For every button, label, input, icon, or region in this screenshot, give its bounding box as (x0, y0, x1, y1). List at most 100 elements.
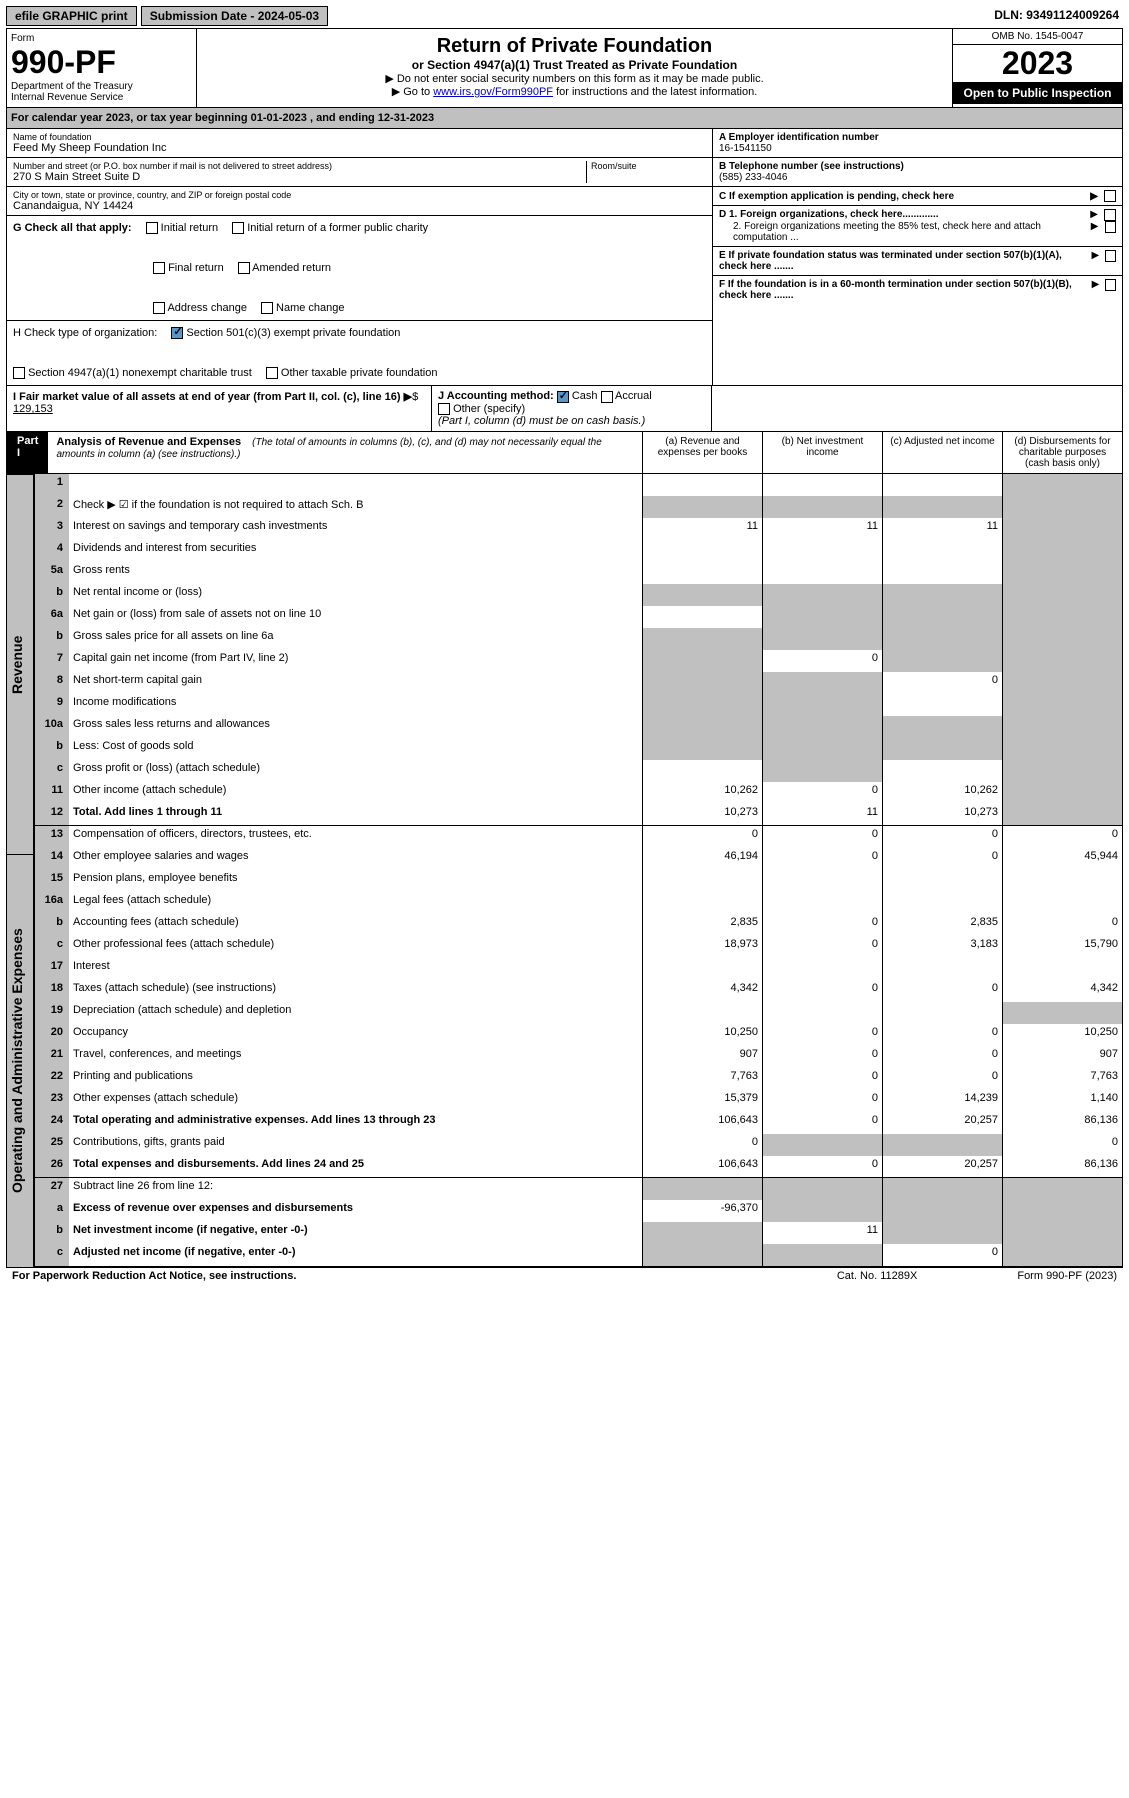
arrow-icon: ▶ (404, 391, 412, 403)
table-row: bNet investment income (if negative, ent… (34, 1222, 1122, 1244)
part1-header-row: Part I Analysis of Revenue and Expenses … (6, 432, 1123, 474)
col-a-header: (a) Revenue and expenses per books (642, 432, 762, 473)
g-address-check[interactable] (153, 302, 165, 314)
table-row: 21Travel, conferences, and meetings90700… (34, 1046, 1122, 1068)
row-num: b (35, 1222, 69, 1244)
g-amended: Amended return (252, 262, 331, 274)
data-cell (882, 694, 1002, 716)
f-check[interactable] (1105, 279, 1116, 291)
row-desc: Net short-term capital gain (69, 672, 642, 694)
j-accrual-check[interactable] (601, 391, 613, 403)
data-cell (642, 870, 762, 892)
data-cell (882, 716, 1002, 738)
efile-btn[interactable]: efile GRAPHIC print (6, 6, 137, 26)
d2-check[interactable] (1105, 221, 1117, 233)
row-num: 4 (35, 540, 69, 562)
data-cell (642, 1244, 762, 1266)
table-row: 22Printing and publications7,763007,763 (34, 1068, 1122, 1090)
g-amended-check[interactable] (238, 262, 250, 274)
table-row: 10aGross sales less returns and allowanc… (34, 716, 1122, 738)
data-cell (882, 584, 1002, 606)
data-cell (882, 760, 1002, 782)
h-opt1: Section 501(c)(3) exempt private foundat… (186, 327, 400, 339)
table-row: 12Total. Add lines 1 through 1110,273111… (34, 804, 1122, 826)
form-link[interactable]: www.irs.gov/Form990PF (433, 86, 553, 98)
data-cell: 0 (882, 1046, 1002, 1068)
data-cell: 0 (762, 1112, 882, 1134)
data-cell: 2,835 (882, 914, 1002, 936)
data-cell (1002, 958, 1122, 980)
data-cell: 0 (882, 848, 1002, 870)
data-cell: 0 (642, 826, 762, 848)
row-num: b (35, 584, 69, 606)
submission-btn[interactable]: Submission Date - 2024-05-03 (141, 6, 328, 26)
row-num: 26 (35, 1156, 69, 1177)
data-cell: 0 (762, 1156, 882, 1177)
d1-check[interactable] (1104, 209, 1116, 221)
table-row: 19Depreciation (attach schedule) and dep… (34, 1002, 1122, 1024)
j-other-check[interactable] (438, 403, 450, 415)
row-desc: Total operating and administrative expen… (69, 1112, 642, 1134)
d1-label: D 1. Foreign organizations, check here..… (719, 209, 939, 221)
data-cell: 10,262 (642, 782, 762, 804)
j-cash-check[interactable] (557, 391, 569, 403)
h-other-check[interactable] (266, 367, 278, 379)
data-cell (882, 1134, 1002, 1156)
d2-label: 2. Foreign organizations meeting the 85%… (733, 221, 1091, 243)
instr2: ▶ Go to www.irs.gov/Form990PF for instru… (203, 85, 946, 98)
e-check[interactable] (1105, 250, 1116, 262)
g-initial-former: Initial return of a former public charit… (247, 222, 428, 234)
data-cell (762, 738, 882, 760)
data-cell (882, 738, 1002, 760)
row-num: 21 (35, 1046, 69, 1068)
room-label: Room/suite (591, 161, 706, 171)
omb: OMB No. 1545-0047 (953, 29, 1122, 45)
h-501c3-check[interactable] (171, 327, 183, 339)
data-cell (762, 628, 882, 650)
calendar-year-row: For calendar year 2023, or tax year begi… (6, 108, 1123, 129)
g-section: G Check all that apply: Initial return I… (7, 216, 712, 321)
data-cell (762, 1134, 882, 1156)
data-cell: 106,643 (642, 1156, 762, 1177)
data-cell (642, 1002, 762, 1024)
data-cell (1002, 870, 1122, 892)
data-cell (642, 738, 762, 760)
data-cell: 4,342 (642, 980, 762, 1002)
g-label: G Check all that apply: (13, 222, 132, 234)
form-header: Form 990-PF Department of the Treasury I… (6, 28, 1123, 108)
data-cell (762, 892, 882, 914)
g-final-check[interactable] (153, 262, 165, 274)
c-check[interactable] (1104, 190, 1116, 202)
data-cell (1002, 584, 1122, 606)
data-cell (882, 540, 1002, 562)
data-cell (1002, 892, 1122, 914)
row-desc: Total expenses and disbursements. Add li… (69, 1156, 642, 1177)
form-title: Return of Private Foundation (203, 35, 946, 58)
row-num: 6a (35, 606, 69, 628)
h-section: H Check type of organization: Section 50… (7, 321, 712, 385)
data-cell (642, 760, 762, 782)
table-row: 20Occupancy10,2500010,250 (34, 1024, 1122, 1046)
data-cell (1002, 1244, 1122, 1266)
row-num: b (35, 914, 69, 936)
g-initial-check[interactable] (146, 222, 158, 234)
data-cell (1002, 1200, 1122, 1222)
arrow-icon: ▶ (1090, 209, 1098, 221)
arrow-icon: ▶ (1091, 221, 1099, 243)
h-opt2: Section 4947(a)(1) nonexempt charitable … (28, 367, 252, 379)
h-4947-check[interactable] (13, 367, 25, 379)
g-initial-former-check[interactable] (232, 222, 244, 234)
table-row: 24Total operating and administrative exp… (34, 1112, 1122, 1134)
data-cell: -96,370 (642, 1200, 762, 1222)
table-row: 18Taxes (attach schedule) (see instructi… (34, 980, 1122, 1002)
data-cell: 15,379 (642, 1090, 762, 1112)
data-cell (1002, 606, 1122, 628)
top-bar: efile GRAPHIC print Submission Date - 20… (6, 6, 1123, 26)
g-name-check[interactable] (261, 302, 273, 314)
data-cell (1002, 562, 1122, 584)
footer-left: For Paperwork Reduction Act Notice, see … (12, 1270, 296, 1282)
data-cell (1002, 760, 1122, 782)
j-cash: Cash (572, 390, 598, 402)
table-row: bLess: Cost of goods sold (34, 738, 1122, 760)
col-d-header: (d) Disbursements for charitable purpose… (1002, 432, 1122, 473)
